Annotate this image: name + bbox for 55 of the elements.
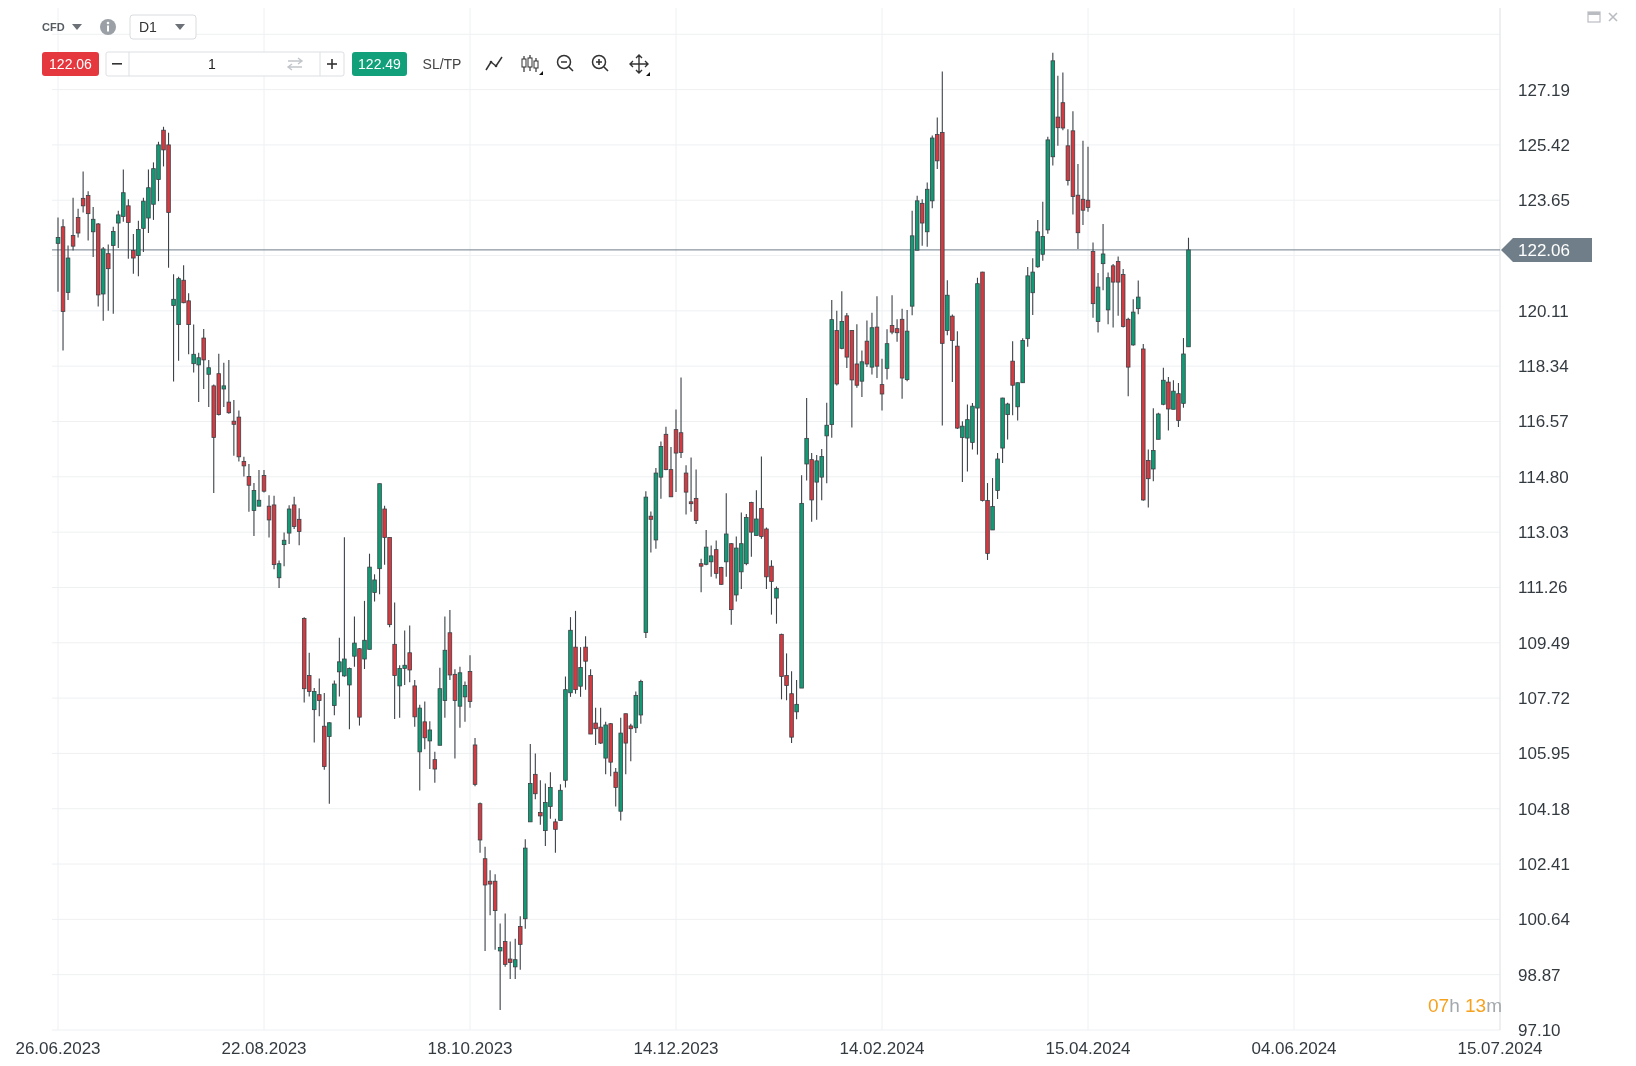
candlestick <box>553 818 558 854</box>
candlestick <box>332 680 337 716</box>
candlestick <box>432 751 438 784</box>
candlestick <box>226 359 232 415</box>
x-tick-label: 04.06.2024 <box>1251 1039 1337 1058</box>
y-tick-label: 98.87 <box>1518 965 1561 985</box>
annotation: 122.49 <box>358 56 402 72</box>
candlestick <box>774 585 779 625</box>
x-tick-label: 14.02.2024 <box>839 1039 925 1058</box>
annotation: 07h 13m <box>1428 995 1502 1016</box>
candlestick <box>824 402 829 484</box>
y-tick-label: 114.80 <box>1518 467 1569 487</box>
y-tick-label: 116.57 <box>1518 412 1569 432</box>
candlestick <box>879 358 885 412</box>
candlestick <box>673 409 679 493</box>
annotation: D1 <box>139 19 158 35</box>
candlestick <box>1085 146 1091 213</box>
y-tick-label: 104.18 <box>1518 799 1570 819</box>
y-tick-label: 97.10 <box>1518 1020 1561 1040</box>
y-tick-label: 113.03 <box>1518 523 1569 543</box>
candlestick <box>246 463 252 513</box>
candlestick <box>678 376 684 459</box>
annotation: SL/TP <box>422 56 462 72</box>
text: CFD <box>42 21 65 33</box>
candlestick <box>296 507 302 546</box>
candlestick <box>583 635 588 691</box>
candlestick <box>241 456 247 478</box>
x-tick-label: 26.06.2023 <box>15 1039 101 1058</box>
annotation: 1 <box>208 56 217 72</box>
annotation: 122.06 <box>49 56 93 72</box>
candlestick <box>70 197 76 252</box>
y-tick-label: 125.42 <box>1518 135 1570 155</box>
y-tick-label: 127.19 <box>1518 80 1570 100</box>
candlestick <box>231 399 237 457</box>
candlestick <box>206 359 211 408</box>
y-tick-label: 105.95 <box>1518 744 1570 764</box>
candlestick <box>693 469 699 525</box>
candlestick <box>85 190 91 242</box>
y-tick-label: 100.64 <box>1518 910 1570 930</box>
x-tick-label: 14.12.2023 <box>633 1039 719 1058</box>
y-tick-label: 123.65 <box>1518 191 1570 211</box>
y-tick-label: 107.72 <box>1518 689 1570 709</box>
y-tick-label: 109.49 <box>1518 633 1570 653</box>
candlestick <box>1136 279 1141 315</box>
y-tick-label: 102.41 <box>1518 854 1570 874</box>
x-tick-label: 18.10.2023 <box>427 1039 513 1058</box>
y-tick-label: 118.34 <box>1518 357 1569 377</box>
y-tick-label: 120.11 <box>1518 301 1569 321</box>
candlestick <box>111 226 116 315</box>
candlestick <box>518 915 523 971</box>
x-tick-label: 15.07.2024 <box>1457 1039 1543 1058</box>
x-tick-label: 15.04.2024 <box>1045 1039 1131 1058</box>
y-tick-label: 111.26 <box>1518 578 1568 598</box>
ref-line-label: 122.06 <box>1518 241 1570 261</box>
x-tick-label: 22.08.2023 <box>221 1039 307 1058</box>
